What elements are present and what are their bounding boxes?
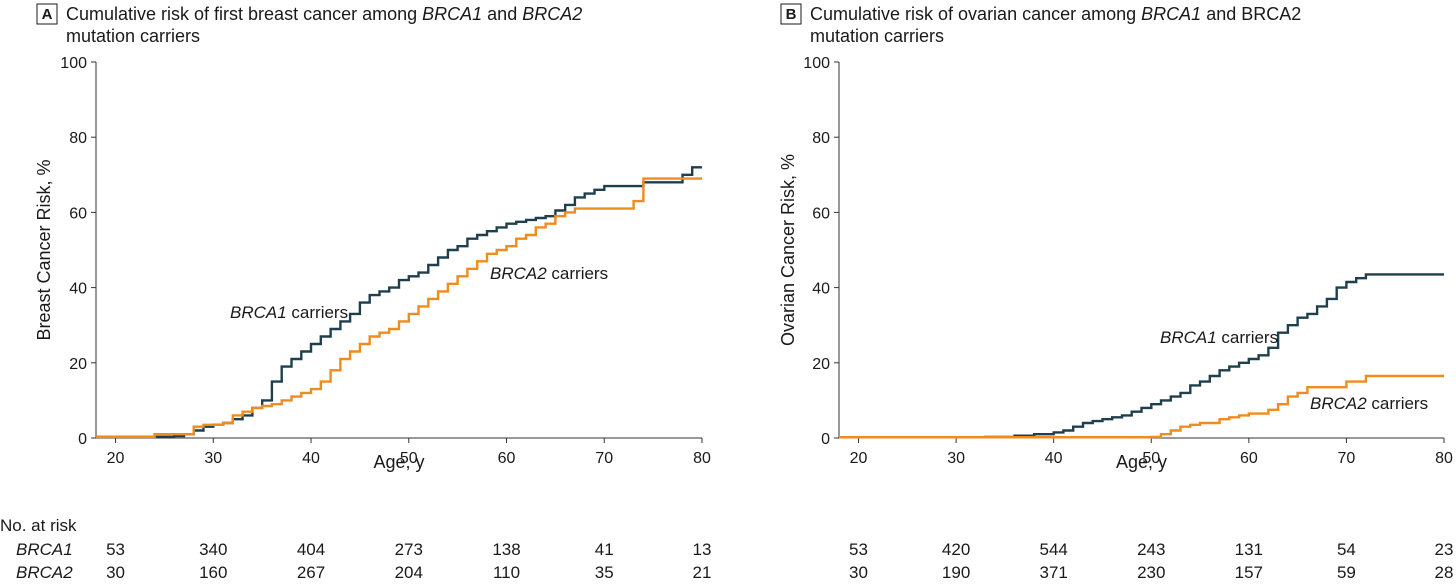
y-tick-label: 0 (821, 431, 830, 448)
x-tick-label: 80 (1435, 450, 1453, 467)
at-risk-value: 30 (849, 563, 868, 581)
x-tick-label: 40 (302, 450, 320, 467)
at-risk-heading: No. at risk (0, 516, 77, 535)
at-risk-value: 54 (1337, 540, 1356, 559)
chart-title-part: BRCA2 (1241, 4, 1301, 24)
at-risk-value: 340 (199, 540, 227, 559)
at-risk-value: 35 (595, 563, 614, 581)
y-tick-label: 100 (60, 55, 87, 72)
chart-title-line2: mutation carriers (66, 26, 200, 46)
x-tick-label: 30 (947, 450, 965, 467)
x-axis-label: Age, y (1116, 452, 1167, 472)
x-tick-label: 20 (850, 450, 868, 467)
series-label-brca1: BRCA1 carriers (1160, 328, 1278, 347)
y-axis-label: Ovarian Cancer Risk, % (778, 154, 798, 346)
at-risk-value: 13 (693, 540, 712, 559)
y-tick-label: 80 (69, 130, 87, 147)
at-risk-value: 404 (297, 540, 325, 559)
x-tick-label: 80 (693, 450, 711, 467)
y-tick-label: 40 (812, 281, 830, 298)
at-risk-value: 53 (106, 540, 125, 559)
y-tick-label: 40 (69, 281, 87, 298)
y-tick-label: 80 (812, 130, 830, 147)
x-axis-label: Age, y (373, 452, 424, 472)
at-risk-value: 230 (1137, 563, 1165, 581)
series-line-brca2 (839, 374, 1444, 439)
chart-title-part: BRCA2 (522, 4, 582, 24)
at-risk-row-label: BRCA1 (16, 540, 73, 559)
at-risk-value: 371 (1039, 563, 1067, 581)
series-line-brca1 (839, 273, 1444, 439)
x-tick-label: 60 (498, 450, 516, 467)
series-label-brca2: BRCA2 carriers (1310, 394, 1428, 413)
at-risk-value: 267 (297, 563, 325, 581)
at-risk-value: 131 (1235, 540, 1263, 559)
at-risk-value: 41 (595, 540, 614, 559)
at-risk-value: 160 (199, 563, 227, 581)
chart-title-part: BRCA1 (1141, 4, 1201, 24)
series-line-brca1 (96, 166, 702, 439)
chart-title-part: Cumulative risk of ovarian cancer among (810, 4, 1141, 24)
series-label-brca1: BRCA1 carriers (230, 303, 348, 322)
series-line-brca2 (96, 177, 702, 439)
x-tick-label: 50 (1142, 450, 1160, 467)
at-risk-value: 59 (1337, 563, 1356, 581)
chart-title: Cumulative risk of ovarian cancer among … (810, 4, 1301, 24)
chart-title-part: and (1201, 4, 1241, 24)
chart-title-part: BRCA1 (422, 4, 482, 24)
x-tick-label: 50 (400, 450, 418, 467)
panel-letter: A (42, 6, 53, 23)
x-tick-label: 30 (204, 450, 222, 467)
x-tick-label: 60 (1240, 450, 1258, 467)
at-risk-row-label: BRCA2 (16, 563, 73, 581)
at-risk-value: 21 (693, 563, 712, 581)
chart-panel-a: A Cumulative risk of first breast cancer … (0, 3, 712, 582)
panel-letter-box (36, 3, 58, 25)
y-tick-label: 100 (803, 55, 830, 72)
at-risk-value: 544 (1039, 540, 1067, 559)
chart-title: Cumulative risk of first breast cancer a… (66, 4, 582, 24)
at-risk-value: 157 (1235, 563, 1263, 581)
chart-title-part: and (482, 4, 522, 24)
at-risk-value: 138 (492, 540, 520, 559)
x-tick-label: 20 (107, 450, 125, 467)
chart-title-part: Cumulative risk of first breast cancer a… (66, 4, 422, 24)
at-risk-value: 243 (1137, 540, 1165, 559)
at-risk-value: 30 (106, 563, 125, 581)
y-tick-label: 60 (69, 205, 87, 222)
chart-title-line2: mutation carriers (810, 26, 944, 46)
y-tick-label: 20 (812, 356, 830, 373)
panel-letter-box (780, 3, 802, 25)
y-tick-label: 20 (69, 356, 87, 373)
at-risk-value: 23 (1435, 540, 1454, 559)
chart-panel-b: B Cumulative risk of ovarian cancer among… (778, 3, 1454, 582)
y-axis-label: Breast Cancer Risk, % (34, 159, 54, 340)
at-risk-value: 190 (942, 563, 970, 581)
y-tick-label: 0 (78, 431, 87, 448)
series-label-brca2: BRCA2 carriers (490, 264, 608, 283)
panel-letter: B (786, 6, 797, 23)
y-tick-label: 60 (812, 205, 830, 222)
at-risk-value: 204 (395, 563, 423, 581)
x-tick-label: 70 (1338, 450, 1356, 467)
at-risk-value: 53 (849, 540, 868, 559)
x-tick-label: 70 (595, 450, 613, 467)
at-risk-value: 28 (1435, 563, 1454, 581)
at-risk-value: 273 (395, 540, 423, 559)
at-risk-value: 420 (942, 540, 970, 559)
at-risk-value: 110 (493, 563, 520, 581)
x-tick-label: 40 (1045, 450, 1063, 467)
